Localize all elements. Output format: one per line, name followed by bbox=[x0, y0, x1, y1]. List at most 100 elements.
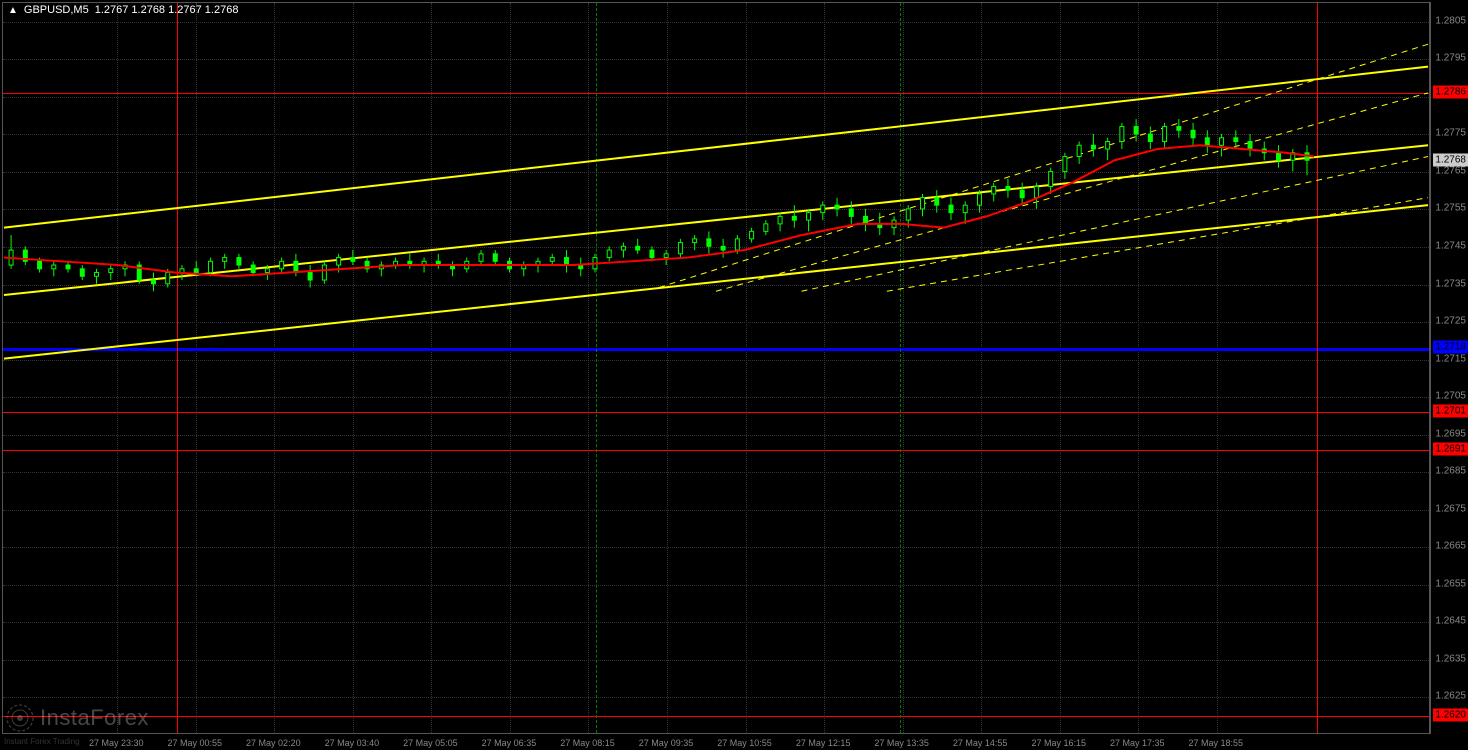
candle-body bbox=[123, 265, 127, 269]
current-price-label: 1.2768 bbox=[1433, 153, 1468, 166]
trend-line-dashed bbox=[801, 156, 1428, 291]
vertical-ref-line bbox=[596, 3, 597, 733]
candle-body bbox=[920, 198, 924, 209]
channel-line bbox=[4, 205, 1428, 358]
grid-line-h bbox=[3, 435, 1429, 436]
candle-body bbox=[223, 258, 227, 262]
candle-body bbox=[906, 209, 910, 220]
candle-body bbox=[80, 269, 84, 276]
y-axis-label: 1.2665 bbox=[1435, 541, 1466, 552]
plot-area[interactable] bbox=[2, 2, 1430, 734]
price-level-label: 1.2701 bbox=[1433, 405, 1468, 418]
candle-body bbox=[337, 258, 341, 265]
candle-body bbox=[579, 265, 583, 269]
candle-body bbox=[23, 250, 27, 261]
x-axis-label: 27 May 13:35 bbox=[874, 738, 929, 748]
candle-body bbox=[892, 220, 896, 227]
candle-body bbox=[1063, 156, 1067, 171]
price-level-label: 1.2620 bbox=[1433, 709, 1468, 722]
grid-line-v bbox=[1217, 3, 1218, 733]
x-axis-label: 27 May 14:55 bbox=[953, 738, 1008, 748]
grid-line-h bbox=[3, 285, 1429, 286]
horizontal-level-line bbox=[3, 450, 1429, 451]
watermark-subtext: Instant Forex Trading bbox=[4, 737, 80, 746]
candle-body bbox=[322, 265, 326, 280]
x-axis-label: 27 May 17:35 bbox=[1110, 738, 1165, 748]
candle-body bbox=[536, 261, 540, 265]
grid-line-h bbox=[3, 472, 1429, 473]
candle-body bbox=[294, 261, 298, 272]
grid-line-v bbox=[117, 3, 118, 733]
y-axis-label: 1.2675 bbox=[1435, 503, 1466, 514]
vertical-ref-line bbox=[900, 3, 901, 733]
grid-line-h bbox=[3, 360, 1429, 361]
candle-body bbox=[764, 224, 768, 231]
y-axis-label: 1.2795 bbox=[1435, 53, 1466, 64]
candle-body bbox=[180, 269, 184, 273]
candle-body bbox=[308, 273, 312, 280]
grid-line-h bbox=[3, 397, 1429, 398]
candle-body bbox=[95, 273, 99, 277]
candle-body bbox=[9, 250, 13, 265]
candle-body bbox=[109, 269, 113, 273]
candle-body bbox=[166, 273, 170, 284]
candle-body bbox=[650, 250, 654, 257]
candle-body bbox=[678, 243, 682, 254]
candle-body bbox=[1205, 138, 1209, 145]
price-level-label: 1.2718 bbox=[1433, 341, 1468, 354]
x-axis-label: 27 May 06:35 bbox=[482, 738, 537, 748]
candle-body bbox=[408, 261, 412, 265]
candle-body bbox=[1305, 153, 1309, 160]
chart-title: ▲ GBPUSD,M5 1.2767 1.2768 1.2767 1.2768 bbox=[8, 4, 238, 16]
candle-body bbox=[451, 265, 455, 269]
grid-line-v bbox=[196, 3, 197, 733]
grid-line-h bbox=[3, 622, 1429, 623]
candle-body bbox=[564, 258, 568, 265]
candle-body bbox=[137, 265, 141, 280]
grid-line-h bbox=[3, 510, 1429, 511]
grid-line-v bbox=[667, 3, 668, 733]
watermark: InstaForex bbox=[4, 702, 149, 734]
candle-body bbox=[1077, 145, 1081, 156]
candle-body bbox=[280, 261, 284, 268]
x-axis-label: 27 May 12:15 bbox=[796, 738, 851, 748]
candle-body bbox=[38, 261, 42, 268]
price-level-label: 1.2786 bbox=[1433, 86, 1468, 99]
candle-body bbox=[778, 216, 782, 223]
candle-body bbox=[707, 239, 711, 246]
x-axis-label: 27 May 18:55 bbox=[1189, 738, 1244, 748]
grid-line-v bbox=[431, 3, 432, 733]
x-axis: 27 May 23:3027 May 00:5527 May 02:2027 M… bbox=[2, 734, 1430, 750]
candle-body bbox=[479, 254, 483, 261]
candle-body bbox=[735, 239, 739, 250]
grid-line-v bbox=[510, 3, 511, 733]
grid-line-h bbox=[3, 22, 1429, 23]
horizontal-level-line bbox=[3, 348, 1429, 351]
candle-body bbox=[878, 224, 882, 228]
candle-body bbox=[1034, 186, 1038, 197]
grid-line-h bbox=[3, 247, 1429, 248]
candle-body bbox=[1248, 142, 1252, 149]
watermark-logo-icon bbox=[4, 702, 36, 734]
grid-line-v bbox=[903, 3, 904, 733]
candle-body bbox=[66, 265, 70, 269]
candle-body bbox=[422, 261, 426, 265]
candle-body bbox=[792, 216, 796, 220]
grid-line-h bbox=[3, 134, 1429, 135]
candle-body bbox=[1091, 145, 1095, 149]
candle-body bbox=[1106, 142, 1110, 149]
grid-line-h bbox=[3, 209, 1429, 210]
chart-container[interactable]: ▲ GBPUSD,M5 1.2767 1.2768 1.2767 1.2768 … bbox=[0, 0, 1468, 750]
grid-line-v bbox=[824, 3, 825, 733]
horizontal-level-line bbox=[3, 93, 1429, 94]
horizontal-level-line bbox=[3, 412, 1429, 413]
grid-line-h bbox=[3, 697, 1429, 698]
chart-symbol: GBPUSD,M5 bbox=[24, 4, 89, 16]
grid-line-v bbox=[353, 3, 354, 733]
candle-body bbox=[693, 239, 697, 243]
candle-body bbox=[394, 261, 398, 265]
candle-body bbox=[1020, 190, 1024, 197]
channel-line bbox=[4, 145, 1428, 295]
candle-body bbox=[1006, 186, 1010, 190]
grid-line-h bbox=[3, 59, 1429, 60]
